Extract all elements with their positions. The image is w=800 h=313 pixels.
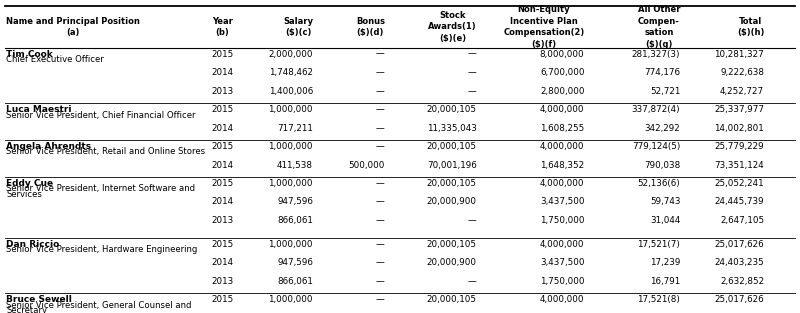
Text: 4,000,000: 4,000,000 bbox=[540, 295, 585, 304]
Text: 25,337,977: 25,337,977 bbox=[714, 105, 764, 114]
Text: 4,252,727: 4,252,727 bbox=[720, 87, 764, 96]
Text: —: — bbox=[376, 49, 385, 59]
Text: Senior Vice President, Retail and Online Stores: Senior Vice President, Retail and Online… bbox=[6, 147, 206, 156]
Text: —: — bbox=[468, 49, 477, 59]
Text: Senior Vice President, Internet Software and: Senior Vice President, Internet Software… bbox=[6, 184, 195, 193]
Text: 25,779,229: 25,779,229 bbox=[714, 142, 764, 151]
Text: 4,000,000: 4,000,000 bbox=[540, 142, 585, 151]
Text: Total
($)(h): Total ($)(h) bbox=[737, 17, 764, 37]
Text: 2015: 2015 bbox=[211, 179, 234, 188]
Text: 52,136(6): 52,136(6) bbox=[638, 179, 680, 188]
Text: 500,000: 500,000 bbox=[349, 161, 385, 170]
Text: 20,000,105: 20,000,105 bbox=[426, 295, 477, 304]
Text: Stock
Awards(1)
($)(e): Stock Awards(1) ($)(e) bbox=[428, 11, 477, 43]
Text: 8,000,000: 8,000,000 bbox=[540, 49, 585, 59]
Text: 411,538: 411,538 bbox=[277, 161, 313, 170]
Text: 4,000,000: 4,000,000 bbox=[540, 240, 585, 249]
Text: 24,445,739: 24,445,739 bbox=[714, 197, 764, 206]
Text: 281,327(3): 281,327(3) bbox=[632, 49, 680, 59]
Text: 25,052,241: 25,052,241 bbox=[714, 179, 764, 188]
Text: —: — bbox=[376, 197, 385, 206]
Text: Senior Vice President, Hardware Engineering: Senior Vice President, Hardware Engineer… bbox=[6, 245, 198, 254]
Text: Dan Riccio: Dan Riccio bbox=[6, 240, 59, 249]
Text: Services: Services bbox=[6, 190, 42, 199]
Text: 25,017,626: 25,017,626 bbox=[714, 240, 764, 249]
Text: 947,596: 947,596 bbox=[277, 197, 313, 206]
Text: Name and Principal Position
(a): Name and Principal Position (a) bbox=[6, 17, 140, 37]
Text: 3,437,500: 3,437,500 bbox=[540, 197, 585, 206]
Text: 774,176: 774,176 bbox=[644, 68, 680, 77]
Text: 17,239: 17,239 bbox=[650, 258, 680, 267]
Text: 1,648,352: 1,648,352 bbox=[540, 161, 585, 170]
Text: 2015: 2015 bbox=[211, 105, 234, 114]
Text: 9,222,638: 9,222,638 bbox=[720, 68, 764, 77]
Text: 4,000,000: 4,000,000 bbox=[540, 179, 585, 188]
Text: 2,647,105: 2,647,105 bbox=[720, 216, 764, 225]
Text: —: — bbox=[376, 105, 385, 114]
Text: —: — bbox=[376, 258, 385, 267]
Text: —: — bbox=[468, 68, 477, 77]
Text: Bonus
($)(d): Bonus ($)(d) bbox=[356, 17, 385, 37]
Text: 2,800,000: 2,800,000 bbox=[540, 87, 585, 96]
Text: 20,000,105: 20,000,105 bbox=[426, 142, 477, 151]
Text: —: — bbox=[376, 179, 385, 188]
Text: 24,403,235: 24,403,235 bbox=[714, 258, 764, 267]
Text: 2014: 2014 bbox=[211, 68, 234, 77]
Text: 2015: 2015 bbox=[211, 240, 234, 249]
Text: 2013: 2013 bbox=[211, 216, 234, 225]
Text: 866,061: 866,061 bbox=[277, 216, 313, 225]
Text: 1,000,000: 1,000,000 bbox=[269, 105, 313, 114]
Text: Senior Vice President, General Counsel and: Senior Vice President, General Counsel a… bbox=[6, 301, 192, 310]
Text: 2013: 2013 bbox=[211, 87, 234, 96]
Text: —: — bbox=[376, 87, 385, 96]
Text: 17,521(8): 17,521(8) bbox=[638, 295, 680, 304]
Text: 1,000,000: 1,000,000 bbox=[269, 240, 313, 249]
Text: 779,124(5): 779,124(5) bbox=[632, 142, 680, 151]
Text: Eddy Cue: Eddy Cue bbox=[6, 179, 54, 188]
Text: —: — bbox=[468, 87, 477, 96]
Text: 1,000,000: 1,000,000 bbox=[269, 179, 313, 188]
Text: 3,437,500: 3,437,500 bbox=[540, 258, 585, 267]
Text: Luca Maestri: Luca Maestri bbox=[6, 105, 72, 114]
Text: All Other
Compen-
sation
($)(g): All Other Compen- sation ($)(g) bbox=[638, 5, 680, 49]
Text: Bruce Sewell: Bruce Sewell bbox=[6, 295, 72, 304]
Text: 20,000,105: 20,000,105 bbox=[426, 240, 477, 249]
Text: Non-Equity
Incentive Plan
Compensation(2)
($)(f): Non-Equity Incentive Plan Compensation(2… bbox=[503, 5, 585, 49]
Text: 16,791: 16,791 bbox=[650, 277, 680, 286]
Text: 20,000,900: 20,000,900 bbox=[426, 197, 477, 206]
Text: 342,292: 342,292 bbox=[645, 124, 680, 133]
Text: 59,743: 59,743 bbox=[650, 197, 680, 206]
Text: 2013: 2013 bbox=[211, 277, 234, 286]
Text: 17,521(7): 17,521(7) bbox=[638, 240, 680, 249]
Text: 337,872(4): 337,872(4) bbox=[632, 105, 680, 114]
Text: 20,000,105: 20,000,105 bbox=[426, 179, 477, 188]
Text: 11,335,043: 11,335,043 bbox=[426, 124, 477, 133]
Text: —: — bbox=[376, 68, 385, 77]
Text: Year
(b): Year (b) bbox=[212, 17, 233, 37]
Text: 1,750,000: 1,750,000 bbox=[540, 216, 585, 225]
Text: 866,061: 866,061 bbox=[277, 277, 313, 286]
Text: Salary
($)(c): Salary ($)(c) bbox=[283, 17, 313, 37]
Text: —: — bbox=[376, 216, 385, 225]
Text: —: — bbox=[376, 240, 385, 249]
Text: 31,044: 31,044 bbox=[650, 216, 680, 225]
Text: 20,000,105: 20,000,105 bbox=[426, 105, 477, 114]
Text: —: — bbox=[376, 295, 385, 304]
Text: 70,001,196: 70,001,196 bbox=[427, 161, 477, 170]
Text: —: — bbox=[376, 142, 385, 151]
Text: 2,632,852: 2,632,852 bbox=[720, 277, 764, 286]
Text: 73,351,124: 73,351,124 bbox=[714, 161, 764, 170]
Text: —: — bbox=[468, 216, 477, 225]
Text: 2014: 2014 bbox=[211, 161, 234, 170]
Text: Secretary: Secretary bbox=[6, 306, 47, 313]
Text: 4,000,000: 4,000,000 bbox=[540, 105, 585, 114]
Text: 1,748,462: 1,748,462 bbox=[269, 68, 313, 77]
Text: —: — bbox=[376, 277, 385, 286]
Text: 2014: 2014 bbox=[211, 197, 234, 206]
Text: Chief Executive Officer: Chief Executive Officer bbox=[6, 55, 104, 64]
Text: 1,000,000: 1,000,000 bbox=[269, 295, 313, 304]
Text: —: — bbox=[376, 124, 385, 133]
Text: —: — bbox=[468, 277, 477, 286]
Text: 717,211: 717,211 bbox=[277, 124, 313, 133]
Text: 14,002,801: 14,002,801 bbox=[714, 124, 764, 133]
